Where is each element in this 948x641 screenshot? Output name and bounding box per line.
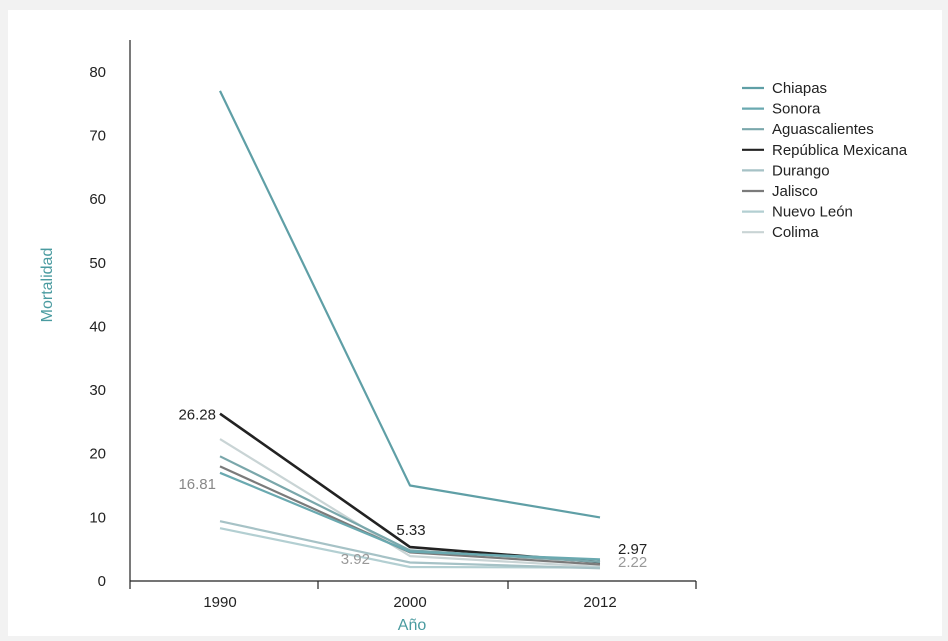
legend-item-label: Chiapas [772,80,827,97]
x-axis-title: Año [398,617,427,634]
y-axis-title: Mortalidad [39,248,56,323]
series-line-colima [219,438,601,568]
legend-item-label: Nuevo León [772,204,853,221]
y-tick-label: 0 [98,573,106,590]
y-tick-label: 30 [89,382,106,399]
data-label: 26.28 [178,407,216,424]
legend-item-label: Jalisco [772,183,818,200]
y-tick-label: 50 [89,255,106,272]
series-lines [219,90,601,570]
x-tick-label: 2000 [393,594,426,611]
legend: Chiapas Sonora Aguascalientes República Mex… [742,80,908,241]
chart-frame: 0 10 20 30 40 50 60 70 80 1990 2000 2012 26.28 16.81… [8,10,942,636]
x-tick-label: 1990 [203,594,236,611]
data-label: 2.22 [618,554,647,571]
x-tick-label: 2012 [583,594,616,611]
line-chart: 0 10 20 30 40 50 60 70 80 1990 2000 2012 26.28 16.81… [39,40,908,634]
legend-item-label: Durango [772,162,830,179]
legend-item-label: Sonora [772,101,821,118]
series-line-chiapas [219,90,601,519]
data-label: 3.92 [341,551,370,568]
axes: 0 10 20 30 40 50 60 70 80 1990 2000 2012 [89,40,697,611]
legend-item-label: Colima [772,224,819,241]
y-tick-label: 40 [89,318,106,335]
y-tick-label: 60 [89,191,106,208]
y-tick-label: 20 [89,446,106,463]
legend-item-label: República Mexicana [772,142,908,159]
y-tick-label: 10 [89,509,106,526]
data-label: 5.33 [396,522,425,539]
data-labels: 26.28 16.81 5.33 3.92 2.972.22 [178,407,647,571]
y-tick-label: 80 [89,64,106,81]
series-line-aguascalientes [219,455,601,563]
data-label: 2.97 [618,541,647,558]
series-line-sonora [219,471,601,561]
series-line-durango [219,520,601,570]
y-tick-label: 70 [89,127,106,144]
legend-item-label: Aguascalientes [772,121,874,138]
data-label: 16.81 [178,476,216,493]
